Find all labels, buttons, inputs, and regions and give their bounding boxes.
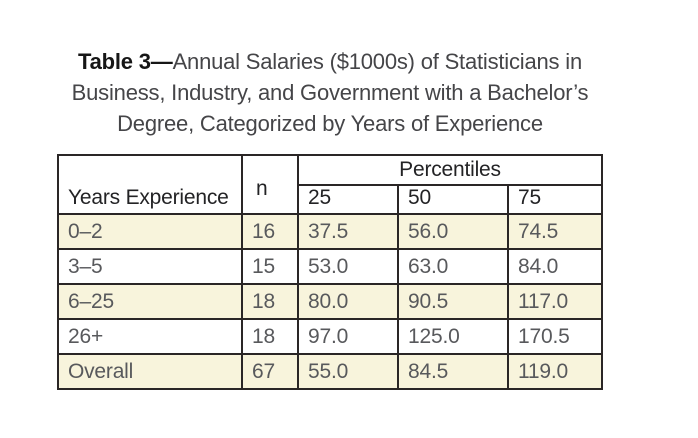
cell-n: 18 [241,283,299,320]
salary-table: Years Experience n Percentiles 25 50 75 … [57,154,603,390]
figure: Table 3—Annual Salaries ($1000s) of Stat… [57,46,603,390]
cell-p50: 56.0 [397,213,509,250]
caption-line-1-text: Annual Salaries ($1000s) of Statistician… [172,49,583,74]
table-body: 0–2 16 37.5 56.0 74.5 3–5 15 53.0 63.0 8… [57,213,603,390]
table-row-26-plus: 26+ 18 97.0 125.0 170.5 [57,318,603,355]
cell-p25: 97.0 [297,318,399,355]
cell-experience: 6–25 [57,283,243,320]
table-row-overall: Overall 67 55.0 84.5 119.0 [57,353,603,390]
cell-p50: 84.5 [397,353,509,390]
cell-p25: 37.5 [297,213,399,250]
table-header: Years Experience n Percentiles 25 50 75 [57,154,603,215]
cell-p75: 117.0 [507,283,603,320]
header-percentiles-group: Percentiles [297,154,603,186]
cell-p25: 55.0 [297,353,399,390]
header-row-percentiles: 25 50 75 [58,184,603,215]
cell-experience: 0–2 [57,213,243,250]
header-percentile-75: 75 [507,184,603,215]
header-years-experience: Years Experience [57,154,243,215]
cell-p75: 119.0 [507,353,603,390]
caption-table-label: Table 3— [77,49,173,74]
caption-line-3: Degree, Categorized by Years of Experien… [117,111,543,136]
caption-line-2: Business, Industry, and Government with … [71,80,589,105]
cell-n: 67 [241,353,299,390]
header-percentile-50: 50 [397,184,509,215]
cell-experience: 3–5 [57,248,243,285]
cell-p50: 125.0 [397,318,509,355]
cell-p25: 80.0 [297,283,399,320]
cell-p75: 170.5 [507,318,603,355]
table-row-6-25: 6–25 18 80.0 90.5 117.0 [57,283,603,320]
cell-p50: 90.5 [397,283,509,320]
cell-p25: 53.0 [297,248,399,285]
cell-n: 16 [241,213,299,250]
cell-n: 15 [241,248,299,285]
header-row-top: Years Experience n Percentiles [57,154,603,215]
cell-p50: 63.0 [397,248,509,285]
table-row-0-2: 0–2 16 37.5 56.0 74.5 [57,213,603,250]
cell-experience: 26+ [57,318,243,355]
header-percentile-25: 25 [297,184,399,215]
cell-p75: 74.5 [507,213,603,250]
table-caption: Table 3—Annual Salaries ($1000s) of Stat… [57,46,603,139]
table-row-3-5: 3–5 15 53.0 63.0 84.0 [57,248,603,285]
caption-line-1: Table 3—Annual Salaries ($1000s) of Stat… [57,46,603,77]
cell-p75: 84.0 [507,248,603,285]
cell-n: 18 [241,318,299,355]
header-n: n [241,154,299,215]
cell-experience: Overall [57,353,243,390]
